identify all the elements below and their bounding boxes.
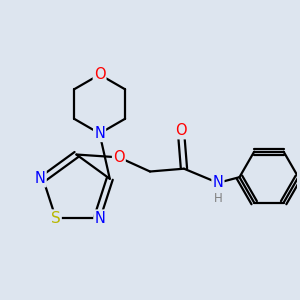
Text: N: N bbox=[94, 211, 105, 226]
Text: O: O bbox=[113, 150, 125, 165]
Text: O: O bbox=[175, 123, 187, 138]
Text: O: O bbox=[94, 67, 105, 82]
Text: H: H bbox=[214, 192, 222, 205]
Text: N: N bbox=[94, 126, 105, 141]
Text: N: N bbox=[212, 175, 224, 190]
Text: N: N bbox=[35, 171, 46, 186]
Text: S: S bbox=[51, 211, 61, 226]
